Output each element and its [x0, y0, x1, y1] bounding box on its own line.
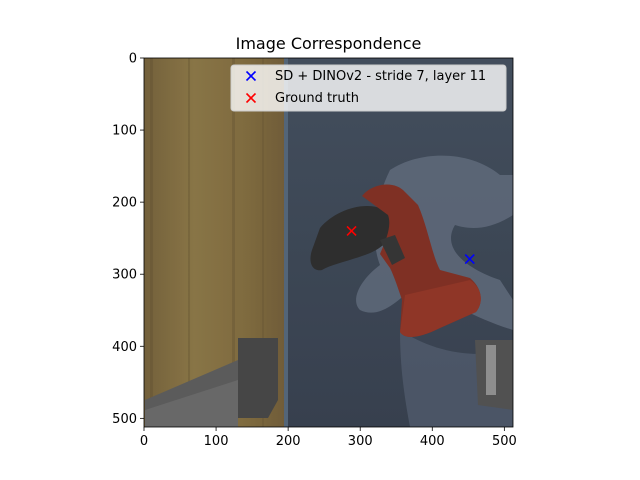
x-tick-label: 400	[420, 434, 445, 449]
chart-title: Image Correspondence	[236, 34, 422, 53]
legend-label-prediction: SD + DINOv2 - stride 7, layer 11	[275, 69, 486, 84]
y-axis: 0 100 200 300 400 500	[112, 52, 144, 427]
y-tick-label: 0	[129, 52, 137, 67]
y-tick-label: 100	[112, 124, 137, 139]
x-axis: 0 100 200 300 400 500	[140, 427, 517, 449]
ground-truth-point	[346, 225, 357, 237]
x-tick-label: 100	[204, 434, 229, 449]
legend-marker-x	[245, 70, 257, 82]
x-tick-label: 200	[276, 434, 301, 449]
y-tick-label: 300	[112, 268, 137, 283]
y-tick-label: 500	[112, 412, 137, 427]
x-tick-label: 500	[492, 434, 517, 449]
prediction-point	[464, 254, 475, 265]
x-tick-label: 300	[348, 434, 373, 449]
background-photo	[144, 58, 513, 427]
legend-marker-prediction	[245, 70, 257, 82]
x-tick-label: 0	[140, 434, 148, 449]
legend-marker-x	[245, 92, 257, 104]
legend-entry-ground-truth: Ground truth	[245, 91, 359, 106]
legend-label-ground-truth: Ground truth	[275, 91, 359, 106]
plot-frame	[143, 57, 514, 428]
legend-entry-prediction: SD + DINOv2 - stride 7, layer 11	[245, 69, 486, 84]
legend: SD + DINOv2 - stride 7, layer 11 Ground …	[230, 64, 507, 112]
legend-marker-ground-truth	[245, 92, 257, 104]
y-tick-label: 400	[112, 340, 137, 355]
legend-box	[230, 64, 507, 112]
y-tick-label: 200	[112, 196, 137, 211]
scatter-points	[346, 225, 475, 265]
